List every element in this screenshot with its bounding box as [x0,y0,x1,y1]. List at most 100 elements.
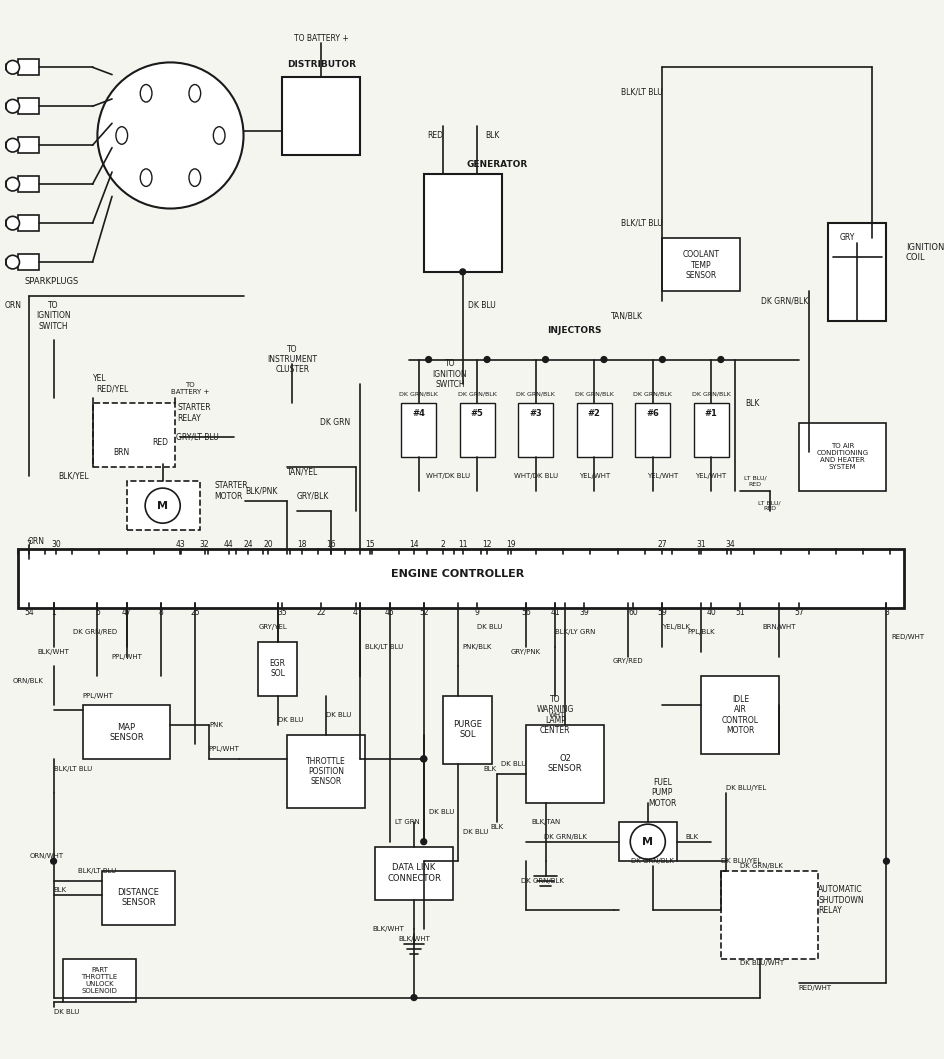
Text: 14: 14 [409,540,418,550]
Text: DK GRN/BLK: DK GRN/BLK [574,391,613,396]
Bar [375,846,452,900]
Circle shape [97,62,244,209]
Text: ORN/WHT: ORN/WHT [29,854,63,859]
Text: WHT/DK BLU: WHT/DK BLU [426,473,470,480]
Text: 1: 1 [51,608,56,617]
Bar [827,223,885,321]
Bar [18,254,39,270]
Text: TAN/YEL: TAN/YEL [287,467,318,477]
Text: PPL/WHT: PPL/WHT [209,747,239,752]
Text: 35: 35 [278,608,287,617]
Text: TO
WARNING
LAMP
CENTER: TO WARNING LAMP CENTER [536,695,573,735]
Bar [720,870,818,958]
Text: 51: 51 [734,608,745,617]
Circle shape [51,858,57,864]
Text: COOLANT
TEMP
SENSOR: COOLANT TEMP SENSOR [683,250,719,280]
Text: BLK: BLK [484,131,499,140]
Text: 52: 52 [418,608,428,617]
Circle shape [6,177,20,191]
Ellipse shape [140,85,152,102]
Circle shape [420,756,426,761]
Text: ORN/BLK: ORN/BLK [13,678,43,684]
Text: 15: 15 [365,540,375,550]
Text: BLK/LT BLU: BLK/LT BLU [365,644,403,650]
Text: LT BLU/
RED: LT BLU/ RED [757,500,780,511]
Text: DK GRN/BLK: DK GRN/BLK [399,391,438,396]
Text: BLK/LY GRN: BLK/LY GRN [555,629,595,635]
Text: BLK/WHT: BLK/WHT [372,927,404,932]
Text: DK GRN/RED: DK GRN/RED [73,629,117,635]
Text: 43: 43 [176,540,185,550]
Text: BLK/PNK: BLK/PNK [245,486,278,496]
Text: DK BLU/WHT: DK BLU/WHT [739,961,784,967]
Text: RED: RED [427,131,443,140]
Text: BRN/WHT: BRN/WHT [762,625,795,630]
Text: 56: 56 [520,608,531,617]
Text: INJECTORS: INJECTORS [547,326,601,335]
Text: TO AIR
CONDITIONING
AND HEATER
SYSTEM: TO AIR CONDITIONING AND HEATER SYSTEM [816,444,868,470]
Text: TO
BATTERY +: TO BATTERY + [171,382,209,395]
Text: PNK/BLK: PNK/BLK [463,644,492,650]
Text: BRN: BRN [113,448,129,456]
Text: 54: 54 [25,608,34,617]
Circle shape [460,269,465,274]
Ellipse shape [189,85,200,102]
Text: 9: 9 [475,608,480,617]
Bar [693,403,728,456]
Ellipse shape [116,127,127,144]
Text: PPL/WHT: PPL/WHT [111,653,142,660]
Text: GRY/YEL: GRY/YEL [258,625,287,630]
Circle shape [542,357,548,362]
Bar [18,215,39,231]
Circle shape [717,357,723,362]
Text: YEL/WHT: YEL/WHT [646,473,677,480]
Text: 30: 30 [52,540,61,550]
Bar [517,403,552,456]
Text: 25: 25 [190,608,199,617]
Bar [63,958,136,1003]
Text: DK BLU: DK BLU [467,302,495,310]
Ellipse shape [140,168,152,186]
Bar [576,403,611,456]
Circle shape [420,839,426,845]
Text: TO
INSTRUMENT
CLUSTER: TO INSTRUMENT CLUSTER [267,344,317,375]
Text: 47: 47 [122,608,131,617]
Text: M: M [157,501,168,510]
Text: DK BLU: DK BLU [278,717,303,723]
Bar [83,705,170,759]
Text: RED: RED [153,437,169,447]
Text: 39: 39 [579,608,589,617]
Bar [258,642,296,696]
Text: GRY: GRY [839,233,854,243]
Text: BLK/WHT: BLK/WHT [38,649,70,654]
Bar [18,138,39,152]
Text: 34: 34 [725,540,734,550]
Text: ENGINE CONTROLLER: ENGINE CONTROLLER [391,569,524,579]
Text: SPARKPLUGS: SPARKPLUGS [25,277,78,286]
Text: DK BLU: DK BLU [500,760,526,767]
Text: GRY/BLK: GRY/BLK [296,491,329,501]
Bar [634,403,669,456]
Text: 40: 40 [705,608,716,617]
Circle shape [659,357,665,362]
Text: 27: 27 [657,540,666,550]
Text: BLK/LT BLU: BLK/LT BLU [620,87,662,96]
Text: BLK/TAN: BLK/TAN [531,820,560,825]
Bar [18,550,903,608]
Bar [18,98,39,114]
Text: DK GRN/BLK: DK GRN/BLK [631,858,673,864]
Circle shape [6,255,20,269]
Circle shape [6,60,20,74]
Text: DATA LINK
CONNECTOR: DATA LINK CONNECTOR [387,863,441,882]
Text: THROTTLE
POSITION
SENSOR: THROTTLE POSITION SENSOR [306,757,346,787]
Ellipse shape [213,127,225,144]
Text: O2
SENSOR: O2 SENSOR [548,754,582,773]
Text: BLK: BLK [490,824,503,830]
Text: 4: 4 [353,608,358,617]
Text: 11: 11 [458,540,467,550]
Text: GRY/PNK: GRY/PNK [511,649,541,654]
Text: 41: 41 [549,608,560,617]
Bar [526,724,603,803]
Bar [18,59,39,75]
Text: LT GRN: LT GRN [394,820,419,825]
